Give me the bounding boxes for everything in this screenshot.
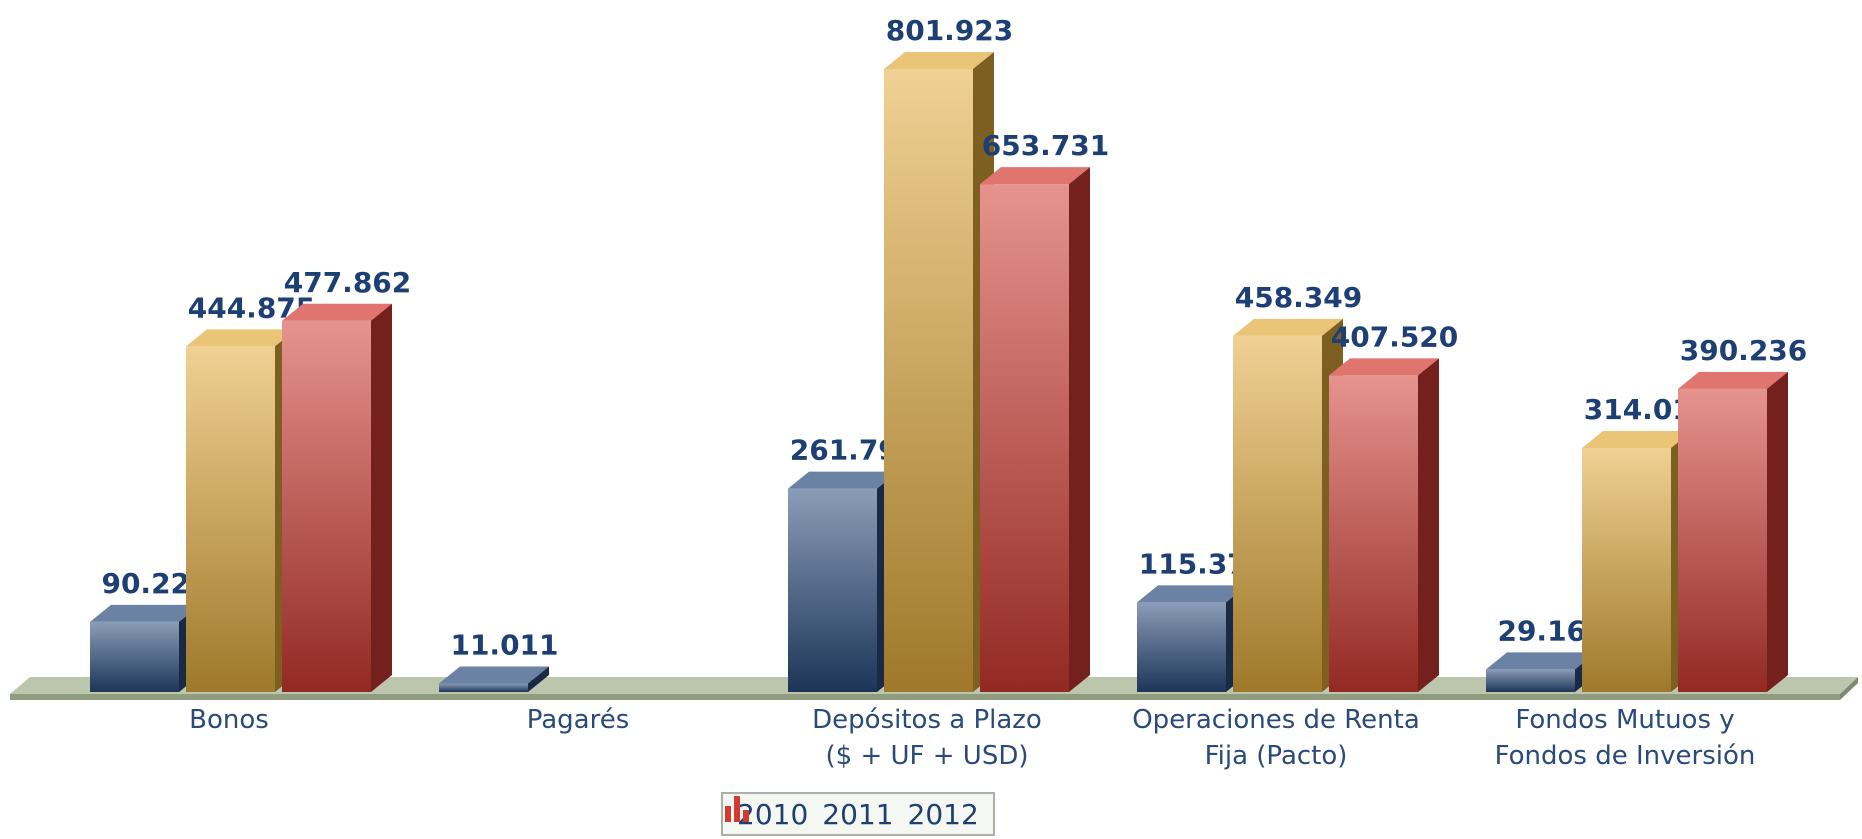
- bar: [788, 471, 898, 692]
- bar: [884, 52, 994, 692]
- bar-top: [186, 329, 296, 347]
- data-label: 801.923: [886, 14, 1014, 47]
- bar-side: [1069, 167, 1090, 692]
- floor-front: [10, 694, 1840, 700]
- bar-top: [884, 52, 994, 69]
- bar: [186, 329, 296, 692]
- bar: [1678, 371, 1788, 692]
- bar: [1486, 652, 1596, 692]
- bar: [282, 303, 392, 692]
- bar-side: [528, 666, 549, 692]
- bar-front: [980, 184, 1069, 692]
- bar-top: [980, 167, 1090, 185]
- x-tick-label: Operaciones de Renta Fija (Pacto): [1132, 705, 1420, 771]
- x-tick-label: Depósitos a Plazo ($ + UF + USD): [812, 705, 1042, 771]
- bar-top: [1678, 371, 1788, 389]
- bar-top: [90, 604, 200, 622]
- bar-front: [1137, 602, 1226, 692]
- bar-front: [788, 488, 877, 692]
- floor-side: [1840, 677, 1858, 700]
- bar-front: [282, 320, 371, 692]
- bar-top: [1486, 652, 1596, 670]
- bar-side: [1767, 371, 1788, 692]
- legend-label: 2012: [907, 797, 979, 831]
- bar-top: [282, 303, 392, 321]
- legend-item: 2012: [725, 796, 979, 831]
- data-label: 407.520: [1331, 320, 1459, 353]
- bar: [1137, 585, 1247, 692]
- bar-front: [1486, 669, 1575, 692]
- bar: [90, 604, 200, 692]
- x-tick-label: Bonos: [189, 705, 269, 735]
- legend-icon: [725, 796, 749, 822]
- bar-front: [1233, 335, 1322, 692]
- bar: [1329, 358, 1439, 692]
- bar-front: [884, 69, 973, 692]
- bar-front: [1678, 388, 1767, 692]
- bar: [439, 666, 549, 692]
- bar-front: [1582, 448, 1671, 692]
- bar-side: [371, 303, 392, 692]
- bar-top: [788, 471, 898, 489]
- bar: [1233, 318, 1343, 692]
- data-label: 477.862: [284, 266, 412, 299]
- bar-front: [439, 683, 528, 692]
- bar-top: [439, 666, 549, 684]
- bar-top: [1329, 358, 1439, 376]
- x-tick-label: Fondos Mutuos y Fondos de Inversión: [1494, 705, 1756, 771]
- legend: 2010 2011 2012: [721, 792, 995, 836]
- bar-front: [1329, 375, 1418, 692]
- bar: [980, 167, 1090, 692]
- bar-front: [186, 346, 275, 692]
- legend-item: 2011: [725, 796, 894, 831]
- data-label: 458.349: [1235, 281, 1363, 314]
- data-label: 390.236: [1680, 334, 1808, 367]
- legend-label: 2011: [822, 797, 894, 831]
- bar-side: [1418, 358, 1439, 692]
- bar-top: [1137, 585, 1247, 603]
- bar: [1582, 431, 1692, 692]
- bar-front: [90, 621, 179, 692]
- bar-top: [1233, 318, 1343, 336]
- x-tick-label: Pagarés: [526, 705, 630, 735]
- data-label: 11.011: [450, 628, 558, 661]
- bar-top: [1582, 431, 1692, 449]
- data-label: 653.731: [982, 129, 1110, 162]
